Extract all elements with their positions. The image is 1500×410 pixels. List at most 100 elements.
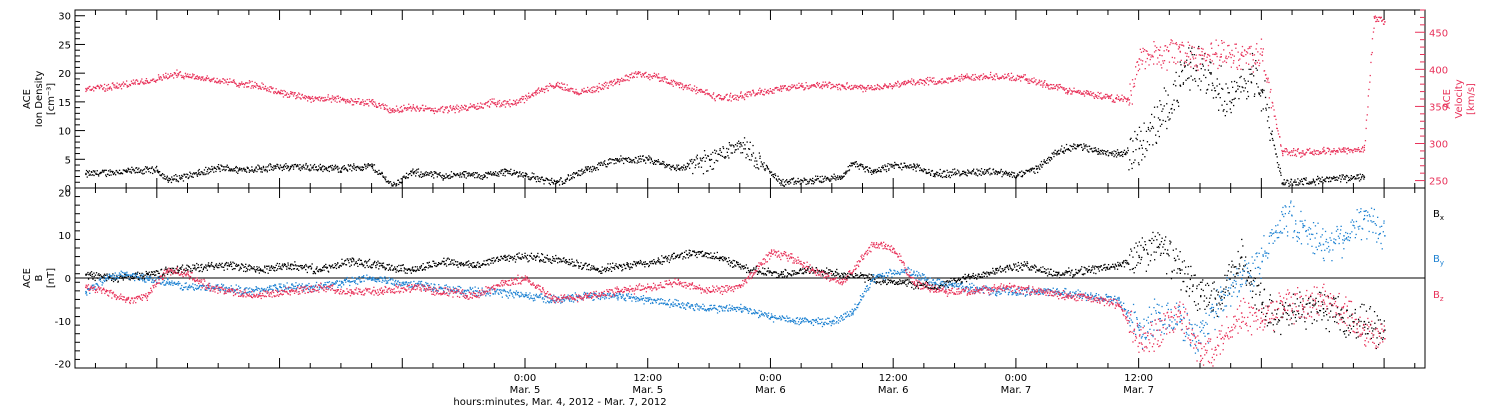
data-point <box>832 176 834 178</box>
data-point <box>317 99 320 101</box>
data-point <box>701 157 703 160</box>
data-point <box>929 76 931 79</box>
data-point <box>193 268 195 270</box>
data-point <box>738 142 740 145</box>
data-point <box>928 171 931 174</box>
data-point <box>327 94 329 96</box>
data-point <box>843 87 845 89</box>
data-point <box>508 103 510 105</box>
data-point <box>464 104 466 106</box>
data-point <box>97 274 99 276</box>
data-point <box>353 163 355 165</box>
data-point <box>788 183 790 185</box>
data-point <box>916 81 919 84</box>
data-point <box>1277 166 1279 168</box>
data-point <box>656 76 658 78</box>
data-point <box>564 87 566 89</box>
data-point <box>915 83 917 85</box>
data-point <box>730 92 732 94</box>
data-point <box>1070 150 1072 152</box>
data-point <box>677 168 679 170</box>
data-point <box>579 170 581 172</box>
data-point <box>772 89 774 91</box>
data-point <box>700 159 702 161</box>
data-point <box>373 164 376 166</box>
data-point <box>234 268 236 270</box>
data-point <box>383 107 386 109</box>
data-point <box>1044 161 1046 163</box>
data-point <box>585 168 587 170</box>
data-point <box>786 89 788 91</box>
data-point <box>802 179 804 182</box>
data-point <box>91 275 93 278</box>
data-point <box>312 165 315 167</box>
data-point <box>1360 148 1363 150</box>
data-point <box>1071 91 1073 93</box>
data-point <box>187 73 189 75</box>
data-point <box>1361 174 1364 176</box>
data-point <box>494 171 497 173</box>
data-point <box>898 166 900 168</box>
data-point <box>156 79 158 81</box>
data-point <box>691 158 693 161</box>
data-point <box>699 88 701 91</box>
data-point <box>461 176 463 178</box>
data-point <box>276 165 278 167</box>
data-point <box>828 81 830 83</box>
data-point <box>917 164 919 167</box>
data-point <box>425 174 427 177</box>
data-point <box>733 98 736 100</box>
data-point <box>1321 181 1323 183</box>
data-point <box>1014 176 1016 178</box>
data-point <box>1288 185 1290 187</box>
data-point <box>1350 175 1352 177</box>
data-point <box>534 177 536 179</box>
data-point <box>92 170 94 172</box>
data-point <box>1297 148 1299 150</box>
data-point <box>867 84 870 87</box>
data-point <box>259 167 261 170</box>
data-point <box>295 265 297 267</box>
data-point <box>257 88 260 90</box>
data-point <box>677 83 679 85</box>
data-point <box>486 177 488 179</box>
data-point <box>234 82 237 84</box>
data-point <box>1125 151 1128 153</box>
data-point <box>817 85 819 87</box>
data-point <box>299 97 301 99</box>
data-point <box>213 266 216 268</box>
data-point <box>298 167 300 169</box>
data-point <box>95 87 97 90</box>
data-point <box>1310 152 1312 154</box>
data-point <box>701 90 703 92</box>
data-point <box>159 171 161 173</box>
data-point <box>456 174 458 176</box>
data-point <box>1284 148 1286 150</box>
data-point <box>340 171 343 173</box>
data-point <box>441 176 443 179</box>
data-point <box>694 90 697 92</box>
data-point <box>1369 81 1371 83</box>
data-point <box>1036 82 1038 85</box>
data-point <box>1129 102 1131 104</box>
data-point <box>236 265 238 267</box>
data-point <box>346 169 348 171</box>
data-point <box>567 174 569 176</box>
data-point <box>232 261 234 263</box>
data-point <box>813 181 816 183</box>
data-point <box>858 168 860 170</box>
data-point <box>476 172 478 174</box>
data-point <box>482 107 484 109</box>
data-point <box>681 83 684 85</box>
data-point <box>874 87 877 90</box>
data-point <box>1033 167 1035 170</box>
data-point <box>201 78 203 81</box>
data-point <box>935 172 937 175</box>
data-point <box>189 76 192 79</box>
data-point <box>400 181 402 184</box>
data-point <box>862 166 864 168</box>
data-point <box>103 273 106 275</box>
data-point <box>266 89 268 92</box>
data-point <box>336 167 338 169</box>
data-point <box>498 171 500 173</box>
